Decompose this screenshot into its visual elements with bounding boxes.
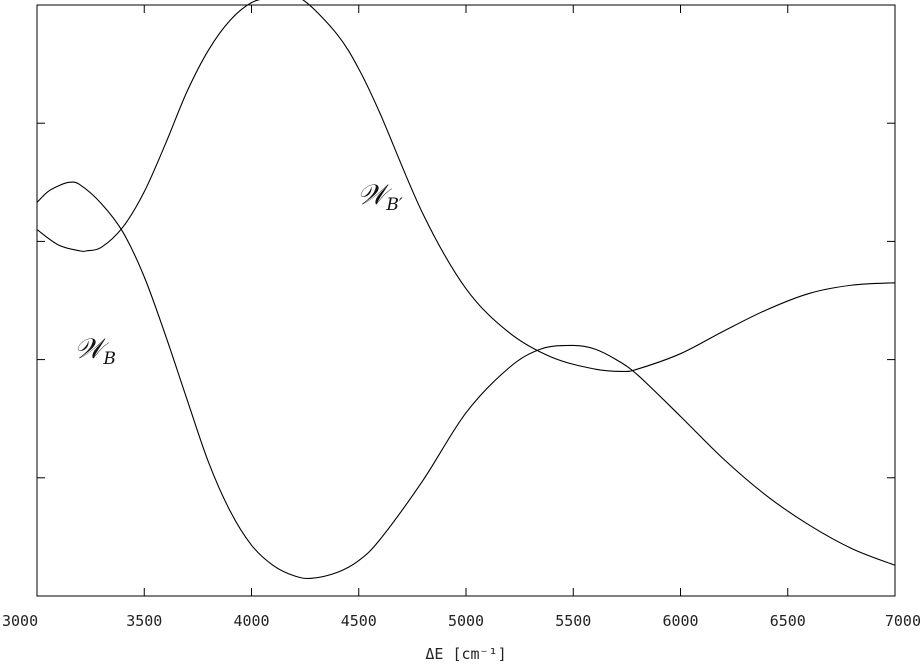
series-label-wbprime: 𝒲B′ <box>357 178 403 215</box>
x-tick-label: 3500 <box>126 612 162 630</box>
plot-frame <box>36 4 896 597</box>
x-tick-label: 4000 <box>233 612 269 630</box>
tick-marks <box>36 5 896 596</box>
x-tick-labels: 3000 3500 4000 4500 5000 5500 6000 6500 7000 <box>2 612 921 630</box>
x-tick-label: 6500 <box>770 612 806 630</box>
x-tick-label: 3000 <box>2 612 38 630</box>
x-tick-label: 6000 <box>662 612 698 630</box>
x-tick-label: 4500 <box>341 612 377 630</box>
series-label-wb: 𝒲B <box>74 332 116 369</box>
x-tick-label: 5500 <box>555 612 591 630</box>
x-tick-label: 7000 <box>885 612 921 630</box>
series-lines <box>36 0 896 580</box>
series-line-wb <box>36 181 896 580</box>
series-line-wbprime <box>36 0 896 373</box>
x-tick-label: 5000 <box>448 612 484 630</box>
x-axis-label: ΔE [cm⁻¹] <box>425 645 506 663</box>
